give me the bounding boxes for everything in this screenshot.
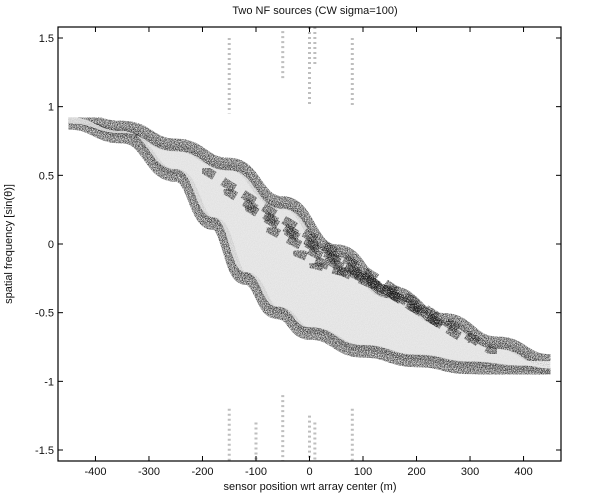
x-axis-title: sensor position wrt array center (m): [224, 481, 397, 493]
x-tick-label: -200: [191, 466, 213, 478]
y-tick-label: 1.5: [39, 33, 54, 45]
outer-band-upper-edge: [62, 111, 557, 368]
interior-band: [308, 258, 375, 285]
x-tick-label: 100: [354, 466, 372, 478]
x-tick-label: -400: [84, 466, 106, 478]
x-tick-label: -300: [138, 466, 160, 478]
x-tick-label: 200: [407, 466, 425, 478]
axes: -400 -300 -200 -100 0 100 200 300 400 1.5 1 0.5 0 -0.…: [35, 27, 561, 478]
y-tick-label: -1.5: [35, 445, 54, 457]
interior-band: [221, 185, 473, 347]
outer-band-lower-edge: [62, 116, 557, 381]
y-axis-title: spatial frequency [sin(θ)]: [3, 184, 15, 304]
y-tick-label: -1: [44, 376, 54, 388]
y-tick-label: -0.5: [35, 308, 54, 320]
x-tick-label: 0: [306, 466, 312, 478]
x-tick-label: 300: [461, 466, 479, 478]
interior-band: [264, 223, 430, 317]
y-tick-label: 0: [48, 239, 54, 251]
y-tick-label: 1: [48, 102, 54, 114]
interior-band: [291, 246, 403, 301]
interior-band: [200, 164, 500, 358]
x-tick-label: 400: [514, 466, 532, 478]
plot-area: [62, 27, 557, 461]
y-tick-label: 0.5: [39, 170, 54, 182]
x-tick-label: -100: [245, 466, 267, 478]
chart-title: Two NF sources (CW sigma=100): [232, 5, 397, 17]
